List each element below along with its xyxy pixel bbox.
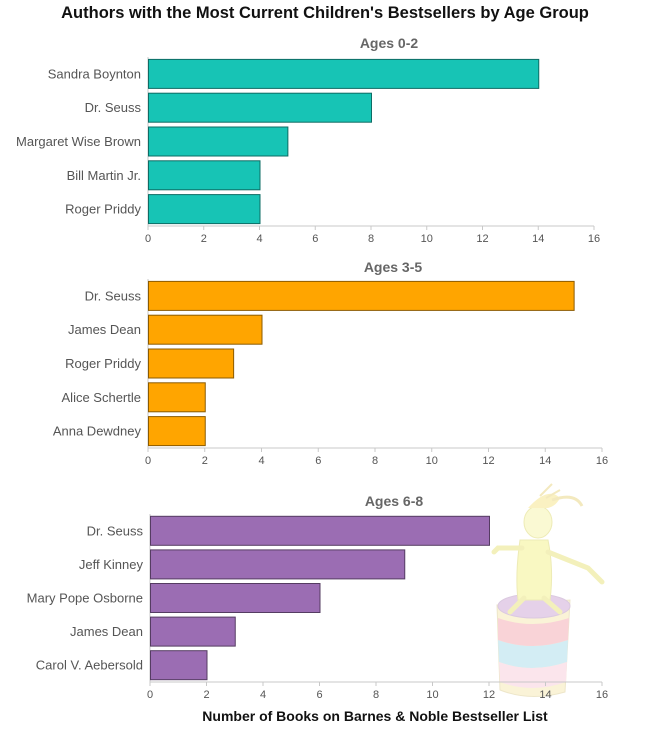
x-tick-label: 8: [368, 233, 374, 245]
chart-title: Authors with the Most Current Children's…: [61, 4, 589, 22]
panel-subtitle: Ages 6-8: [365, 493, 424, 509]
x-tick-label: 12: [483, 689, 495, 701]
x-tick-label: 0: [145, 233, 151, 245]
category-label: Bill Martin Jr.: [67, 168, 141, 183]
category-label: Dr. Seuss: [87, 523, 144, 538]
category-label: Dr. Seuss: [85, 288, 142, 303]
category-label: Carol V. Aebersold: [36, 658, 143, 673]
bar-dr-seuss: [150, 515, 490, 546]
x-tick-label: 6: [316, 689, 322, 701]
character-illustration: [491, 483, 605, 698]
x-tick-label: 16: [588, 233, 600, 245]
x-tick-label: 0: [145, 455, 151, 467]
x-tick-label: 14: [539, 689, 551, 701]
x-tick-label: 10: [426, 689, 438, 701]
category-label: Jeff Kinney: [79, 557, 144, 572]
panel-3: Ages 6-8 0 2 4 6 8 10 12 14 16 Dr. Seuss Jeff Kinne…: [27, 493, 608, 701]
category-label: Dr. Seuss: [85, 100, 142, 115]
x-tick-label: 6: [315, 455, 321, 467]
category-label: Margaret Wise Brown: [16, 134, 141, 149]
category-label: James Dean: [70, 624, 143, 639]
category-label: Mary Pope Osborne: [27, 591, 143, 606]
x-tick-label: 16: [596, 455, 608, 467]
bar-sandra-boynton: [148, 58, 540, 89]
x-tick-label: 4: [260, 689, 266, 701]
x-tick-label: 2: [203, 689, 209, 701]
x-tick-label: 2: [202, 455, 208, 467]
bar-margaret-wise-brown: [148, 126, 289, 157]
bar-dr-seuss: [148, 92, 372, 123]
bar-mary-pope-osborne: [150, 583, 321, 613]
category-label: Roger Priddy: [65, 356, 141, 371]
category-label: Roger Priddy: [65, 202, 141, 217]
bar-anna-dewdney: [148, 416, 206, 447]
x-tick-label: 4: [258, 455, 264, 467]
bar-jeff-kinney: [150, 549, 406, 580]
category-label: Alice Schertle: [62, 390, 141, 405]
bar-alice-schertle: [148, 382, 206, 413]
x-tick-label: 10: [421, 233, 433, 245]
bar-roger-priddy: [148, 348, 235, 379]
bar-bill-martin-jr: [148, 160, 261, 191]
panel-1: Ages 0-2 0 2 4 6 8 10 12 14 16 Sandra Boynton Dr. S…: [16, 35, 600, 245]
x-tick-label: 14: [532, 233, 544, 245]
x-tick-label: 12: [476, 233, 488, 245]
panel-subtitle: Ages 0-2: [360, 35, 419, 51]
panel-subtitle: Ages 3-5: [364, 259, 423, 275]
x-tick-label: 0: [147, 689, 153, 701]
x-tick-label: 14: [539, 455, 551, 467]
bar-carol-v-aebersold: [150, 650, 208, 681]
x-tick-label: 8: [372, 455, 378, 467]
x-tick-label: 8: [373, 689, 379, 701]
panel-2: Ages 3-5 0 2 4 6 8 10 12 14 16 Dr. Seuss James Dean…: [53, 259, 608, 467]
category-label: Anna Dewdney: [53, 424, 142, 439]
x-tick-label: 12: [482, 455, 494, 467]
x-tick-label: 4: [256, 233, 262, 245]
x-tick-label: 16: [596, 689, 608, 701]
bar-james-dean: [148, 314, 263, 345]
bar-roger-priddy: [148, 194, 261, 225]
category-label: James Dean: [68, 322, 141, 337]
x-tick-label: 2: [201, 233, 207, 245]
x-tick-label: 10: [426, 455, 438, 467]
x-axis-title: Number of Books on Barnes & Noble Bestse…: [202, 708, 548, 724]
bar-james-dean: [150, 616, 236, 647]
bar-dr-seuss: [148, 280, 575, 311]
category-label: Sandra Boynton: [48, 66, 141, 81]
x-tick-label: 6: [312, 233, 318, 245]
